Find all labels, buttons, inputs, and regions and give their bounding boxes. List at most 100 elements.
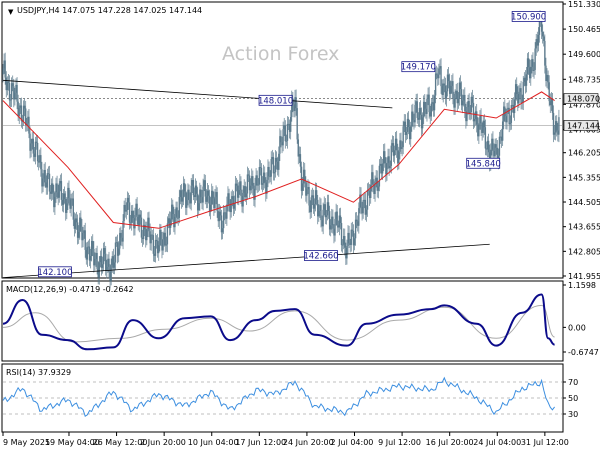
candle-body	[536, 39, 538, 46]
candle-body	[451, 81, 453, 86]
candle-body	[366, 190, 369, 210]
candle-body	[76, 222, 79, 238]
candle-body	[459, 82, 462, 90]
candle-body	[240, 181, 242, 197]
candle-body	[376, 177, 378, 191]
candle-body	[402, 126, 404, 148]
candle-body	[268, 166, 270, 177]
candle-body	[97, 268, 99, 278]
candle-body	[335, 211, 337, 220]
candle-body	[445, 91, 448, 99]
candle-body	[279, 136, 281, 154]
candle-body	[551, 98, 554, 113]
candle-body	[549, 101, 551, 106]
price-annotation-label: 142.660	[303, 252, 338, 262]
candle-body	[348, 232, 350, 244]
candle-body	[229, 206, 231, 213]
candle-body	[282, 129, 284, 146]
candle-body	[235, 183, 238, 186]
price-annotation-label: 142.100	[37, 268, 72, 278]
candle-body	[81, 226, 83, 241]
candle-body	[233, 202, 236, 209]
candle-body	[465, 111, 467, 122]
candle-body	[46, 173, 49, 188]
candle-body	[424, 101, 426, 109]
candle-body	[421, 117, 424, 129]
candle-body	[15, 84, 17, 93]
candle-body	[87, 246, 90, 248]
candle-body	[312, 195, 315, 209]
candle-body	[274, 157, 277, 173]
price-annotation-label: 149.170	[401, 63, 436, 73]
candle-body	[227, 193, 229, 205]
candle-body	[109, 271, 111, 281]
candle-body	[474, 111, 477, 120]
candle-body	[405, 131, 408, 135]
candle-body	[178, 197, 180, 218]
candle-body	[165, 244, 168, 246]
candle-body	[83, 230, 85, 234]
candle-body	[243, 186, 245, 193]
candle-body	[56, 183, 58, 193]
candle-body	[534, 48, 536, 70]
candle-body	[161, 239, 163, 251]
candle-body	[200, 189, 202, 198]
candle-body	[158, 245, 160, 254]
candle-body	[470, 96, 473, 112]
candle-body	[379, 163, 382, 166]
candle-body	[457, 98, 460, 104]
candle-body	[297, 139, 299, 157]
macd-signal-line	[2, 304, 555, 343]
candle-body	[389, 165, 391, 169]
rsi-tick-label: 70	[568, 378, 578, 387]
candle-body	[113, 262, 116, 268]
candle-body	[471, 96, 474, 103]
candle-body	[391, 143, 394, 146]
candle-body	[284, 125, 286, 142]
candle-body	[444, 85, 447, 99]
candle-body	[176, 207, 178, 218]
candle-body	[499, 136, 502, 138]
price-annotation-box	[401, 61, 436, 73]
collapse-triangle-icon[interactable]: ▼	[8, 8, 14, 16]
candle-body	[129, 222, 132, 224]
candle-body	[388, 156, 390, 169]
candle-body	[246, 174, 249, 194]
candle-body	[242, 192, 244, 207]
candle-body	[155, 239, 158, 242]
x-tick-label: 26 May 12:00	[93, 438, 148, 447]
candle-body	[501, 121, 504, 141]
candle-body	[400, 140, 402, 149]
candle-body	[387, 156, 389, 163]
candle-body	[353, 238, 356, 246]
candle-body	[159, 229, 161, 246]
candle-body	[522, 81, 524, 103]
candle-body	[511, 104, 514, 106]
candle-body	[33, 153, 36, 157]
x-tick-label: 16 Jul 20:00	[426, 438, 474, 447]
candle-body	[132, 210, 134, 219]
candle-body	[253, 188, 255, 200]
candle-body	[519, 88, 521, 92]
candle-body	[399, 140, 401, 152]
candle-body	[23, 105, 26, 109]
candle-body	[306, 189, 308, 196]
candle-body	[448, 81, 451, 94]
candle-body	[110, 265, 112, 281]
price-annotation-label: 148.010	[258, 96, 293, 106]
candle-body	[26, 123, 28, 126]
candle-body	[204, 180, 206, 197]
macd-tick-label: 1.1598	[568, 281, 596, 290]
candle-body	[394, 138, 397, 151]
rsi-line	[2, 376, 555, 417]
candle-body	[215, 192, 217, 197]
candle-body	[428, 94, 430, 113]
candle-body	[469, 111, 471, 114]
candle-body	[342, 236, 345, 245]
candle-body	[324, 204, 327, 218]
candle-body	[315, 190, 318, 200]
x-tick-label: 17 Jun 12:00	[235, 438, 286, 447]
candle-body	[484, 127, 487, 149]
candle-body	[330, 225, 332, 230]
candle-body	[485, 148, 488, 150]
